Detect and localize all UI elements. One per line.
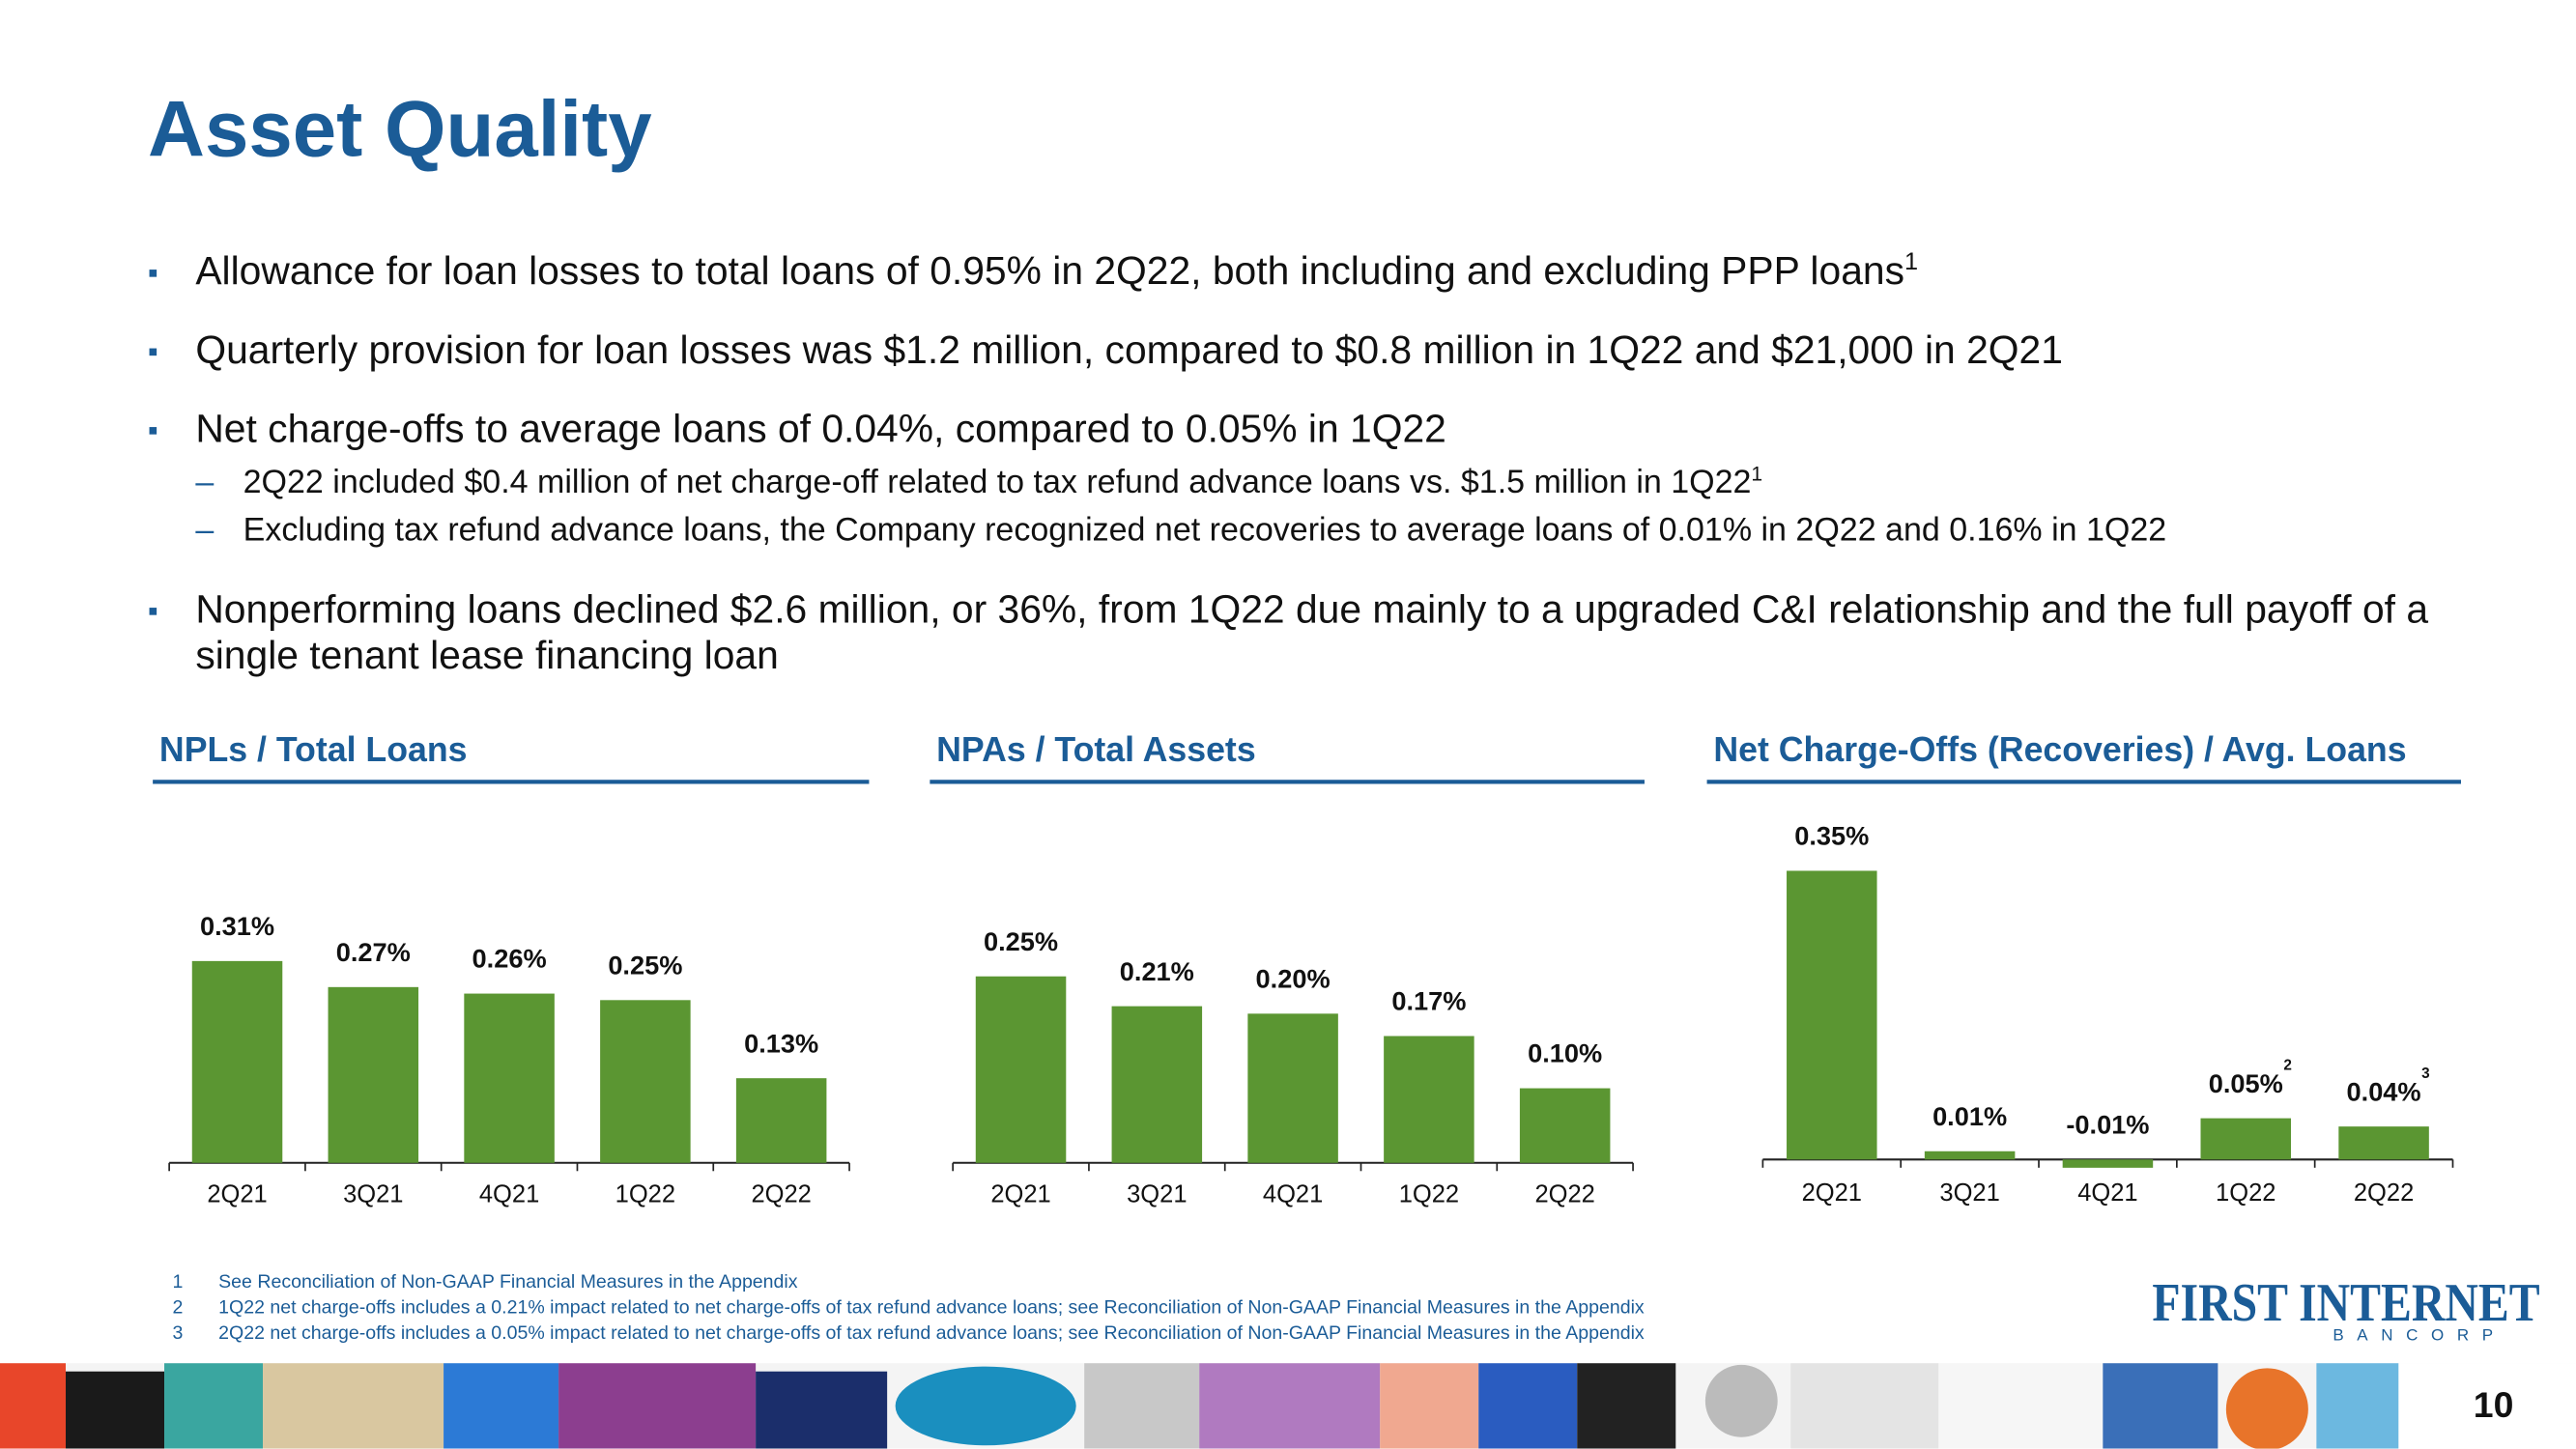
value-label: 0.26%	[472, 944, 547, 974]
footnote-text: See Reconciliation of Non-GAAP Financial…	[218, 1271, 798, 1293]
logo-name: FIRST INTERNET	[2152, 1273, 2539, 1333]
bullet: Nonperforming loans declined $2.6 millio…	[148, 588, 2480, 680]
bar	[1787, 870, 1877, 1160]
value-label: 0.05%	[2209, 1068, 2283, 1098]
sub-bullet-list: 2Q22 included $0.4 million of net charge…	[195, 460, 2480, 555]
bar	[2200, 1118, 2292, 1160]
value-label: 0.04%	[2347, 1076, 2421, 1106]
value-label: 0.27%	[336, 937, 411, 967]
x-tick-label: 2Q22	[1534, 1181, 1594, 1208]
value-label: 0.21%	[1120, 956, 1194, 986]
sub-bullet-text: 2Q22 included $0.4 million of net charge…	[243, 465, 1752, 501]
chart: Net Charge-Offs (Recoveries) / Avg. Loan…	[1706, 730, 2461, 1207]
x-tick-label: 1Q22	[1399, 1181, 1459, 1208]
bar	[735, 1078, 827, 1163]
bullet-list: Allowance for loan losses to total loans…	[148, 249, 2480, 712]
x-tick-label: 2Q21	[207, 1181, 267, 1208]
bullet-text: Nonperforming loans declined $2.6 millio…	[195, 587, 2429, 679]
value-label: 0.25%	[608, 950, 682, 980]
chart: NPLs / Total Loans 0.31% 2Q21 0.27% 3Q21 0.26…	[153, 730, 870, 1208]
footnote-number: 1	[173, 1271, 184, 1293]
decorative-strip	[0, 1363, 2576, 1449]
footnote-text: 2Q22 net charge-offs includes a 0.05% im…	[218, 1322, 1645, 1344]
value-label: 0.10%	[1528, 1038, 1602, 1068]
bar	[464, 993, 555, 1163]
bar	[1247, 1013, 1338, 1163]
sub-bullet-text: Excluding tax refund advance loans, the …	[243, 512, 2167, 549]
bullet-text: Allowance for loan losses to total loans…	[195, 249, 1904, 295]
value-label: 0.31%	[200, 911, 274, 941]
value-label: 0.25%	[984, 926, 1058, 956]
bullet-text: Quarterly provision for loan losses was …	[195, 328, 2063, 373]
slide-title: Asset Quality	[148, 87, 652, 175]
x-tick-label: 3Q21	[1939, 1179, 1999, 1207]
footnote-text: 1Q22 net charge-offs includes a 0.21% im…	[218, 1296, 1645, 1318]
x-tick-label: 2Q22	[751, 1181, 811, 1208]
x-tick-label: 1Q22	[615, 1181, 675, 1208]
chart-title: Net Charge-Offs (Recoveries) / Avg. Loan…	[1713, 730, 2406, 769]
x-tick-label: 2Q21	[1802, 1179, 1862, 1207]
chart-title: NPAs / Total Assets	[936, 730, 1256, 769]
value-label: -0.01%	[2066, 1109, 2149, 1139]
value-label: 0.17%	[1391, 986, 1466, 1016]
bar	[2338, 1126, 2429, 1160]
bullet: Allowance for loan losses to total loans…	[148, 249, 2480, 296]
footnote-ref: 1	[1751, 462, 1763, 486]
x-tick-label: 2Q21	[990, 1181, 1050, 1208]
sub-bullet: Excluding tax refund advance loans, the …	[195, 507, 2480, 554]
value-label: 0.20%	[1256, 964, 1331, 994]
x-tick-label: 3Q21	[1127, 1181, 1187, 1208]
chart-title: NPLs / Total Loans	[159, 730, 468, 769]
bar	[975, 976, 1067, 1163]
bar	[1111, 1006, 1203, 1163]
bullet-text: Net charge-offs to average loans of 0.04…	[195, 407, 1446, 452]
footnote-number: 3	[173, 1322, 184, 1344]
bar	[1519, 1088, 1611, 1163]
footnote-number: 2	[173, 1296, 184, 1318]
value-note: 2	[2283, 1057, 2292, 1073]
footnote-ref: 1	[1903, 249, 1919, 276]
bullet: Quarterly provision for loan losses was …	[148, 328, 2480, 375]
x-tick-label: 4Q21	[1263, 1181, 1323, 1208]
bullet: Net charge-offs to average loans of 0.04…	[148, 408, 2480, 555]
x-tick-label: 1Q22	[2216, 1179, 2275, 1207]
bar	[600, 1000, 691, 1163]
bar	[328, 986, 419, 1163]
logo-sub: BANCORP	[2333, 1325, 2505, 1344]
value-note: 3	[2421, 1065, 2430, 1082]
bar	[1924, 1151, 2016, 1160]
x-tick-label: 4Q21	[2077, 1179, 2137, 1207]
value-label: 0.01%	[1932, 1101, 2007, 1131]
x-tick-label: 3Q21	[343, 1181, 403, 1208]
bar	[1384, 1036, 1474, 1163]
chart: NPAs / Total Assets 0.25% 2Q21 0.21% 3Q21 0.2…	[930, 730, 1645, 1208]
x-tick-label: 2Q22	[2354, 1179, 2414, 1207]
sub-bullet: 2Q22 included $0.4 million of net charge…	[195, 460, 2480, 507]
bar	[2062, 1159, 2154, 1168]
page-number: 10	[2474, 1384, 2514, 1425]
value-label: 0.13%	[744, 1028, 818, 1058]
x-tick-label: 4Q21	[479, 1181, 539, 1208]
value-label: 0.35%	[1794, 821, 1869, 851]
bar	[191, 960, 283, 1163]
